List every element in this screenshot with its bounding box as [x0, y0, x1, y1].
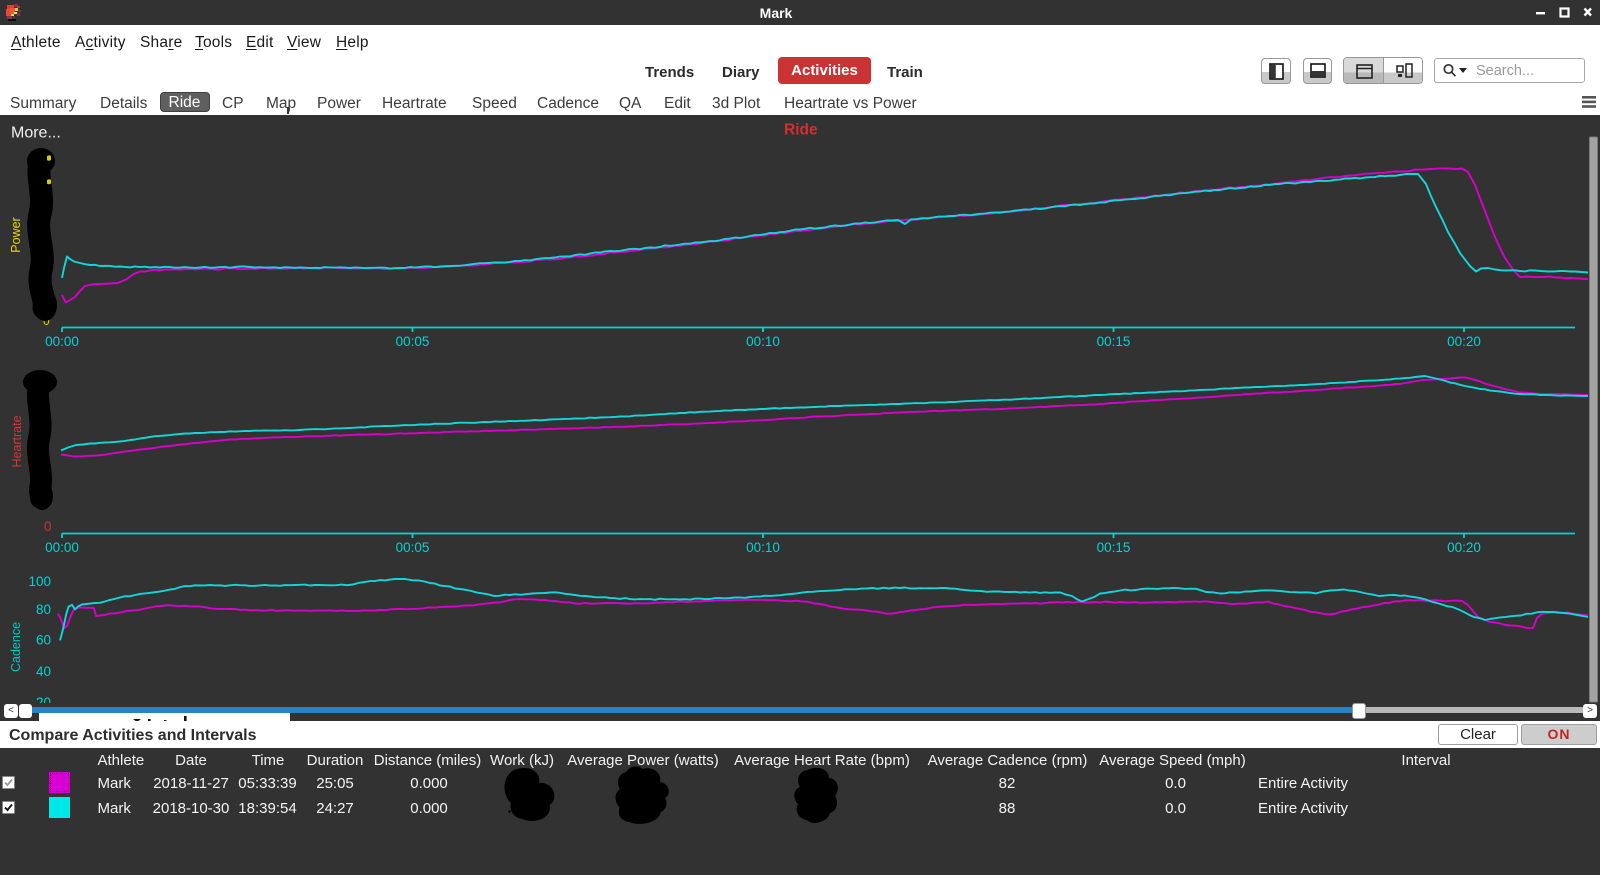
svg-text:00:10: 00:10	[746, 334, 780, 349]
svg-text:Cadence: Cadence	[9, 622, 23, 672]
svg-text:0: 0	[43, 314, 50, 328]
svg-text:00:20: 00:20	[1447, 334, 1481, 349]
svg-text:00:20: 00:20	[1447, 540, 1481, 555]
svg-text:00:05: 00:05	[396, 334, 430, 349]
svg-text:More...: More...	[11, 125, 61, 142]
svg-text:0: 0	[44, 519, 52, 534]
svg-text:Ride: Ride	[784, 122, 818, 139]
svg-text:00:00: 00:00	[45, 334, 79, 349]
svg-text:Power: Power	[9, 217, 23, 252]
svg-text:00:00: 00:00	[45, 540, 79, 555]
svg-text:00:05: 00:05	[396, 540, 430, 555]
svg-text:100: 100	[28, 574, 51, 589]
svg-text:00:15: 00:15	[1097, 540, 1131, 555]
svg-text:Heartrate: Heartrate	[10, 415, 24, 467]
svg-text:60: 60	[36, 633, 51, 648]
svg-text:00:15: 00:15	[1097, 334, 1131, 349]
svg-text:40: 40	[36, 664, 51, 679]
svg-text:80: 80	[36, 602, 51, 617]
svg-text:00:10: 00:10	[746, 540, 780, 555]
svg-text:20: 20	[36, 695, 51, 703]
